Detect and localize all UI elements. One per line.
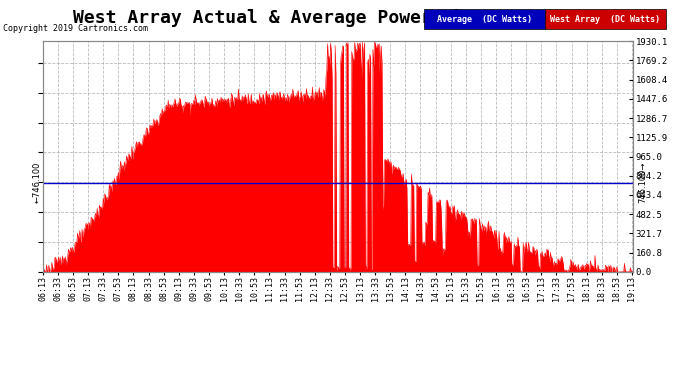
Text: 746.100→: 746.100→ <box>639 162 648 203</box>
Text: Average  (DC Watts): Average (DC Watts) <box>437 15 532 24</box>
Text: ←746.100: ←746.100 <box>32 162 41 203</box>
Text: Copyright 2019 Cartronics.com: Copyright 2019 Cartronics.com <box>3 24 148 33</box>
Text: West Array  (DC Watts): West Array (DC Watts) <box>551 15 660 24</box>
Text: West Array Actual & Average Power Thu Aug 29 19:32: West Array Actual & Average Power Thu Au… <box>73 9 617 27</box>
